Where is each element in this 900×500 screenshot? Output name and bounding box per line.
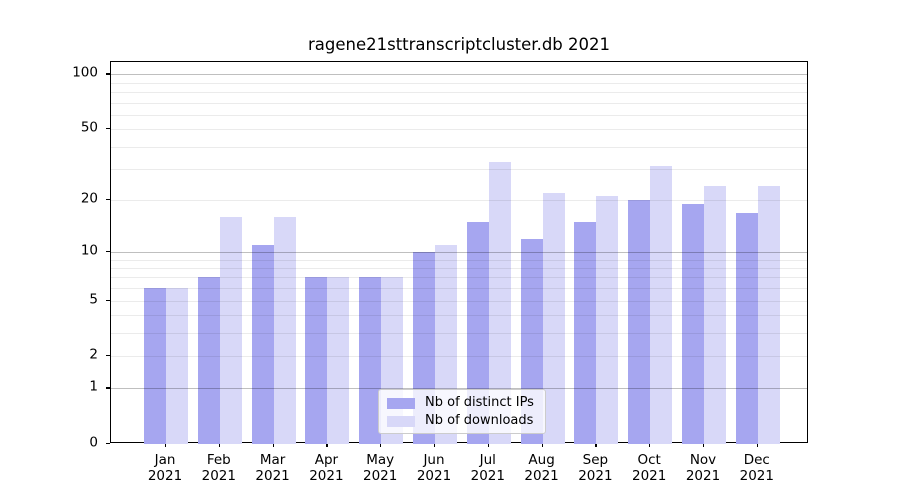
x-tick-mark-nov: [703, 443, 705, 447]
gridline-minor-8: [111, 268, 807, 270]
x-tick-label-feb: Feb 2021: [201, 452, 236, 484]
x-tick-label-jun: Jun 2021: [416, 452, 452, 484]
x-tick-mark-jan: [165, 443, 167, 447]
y-tick-mark-20: [106, 199, 110, 201]
plot-area: [110, 61, 808, 444]
y-tick-label-2: 2: [89, 346, 98, 363]
bar-sep-distinct-ips: [574, 221, 597, 444]
x-tick-mark-aug: [541, 443, 543, 447]
x-tick-mark-sep: [595, 443, 597, 447]
y-tick-label-1: 1: [89, 378, 98, 395]
legend-item-distinct-ips: Nb of distinct IPs: [387, 395, 537, 411]
gridline-major-10: [111, 251, 807, 253]
legend: Nb of distinct IPs Nb of downloads: [378, 389, 546, 434]
x-tick-label-oct: Oct 2021: [632, 452, 667, 484]
gridline-minor-5: [111, 300, 807, 302]
bar-apr-downloads: [327, 277, 350, 444]
y-axis: 0 1 2 5 10 20 50 100: [0, 61, 110, 449]
y-tick-label-5: 5: [89, 290, 98, 307]
x-tick-label-mar: Mar 2021: [255, 452, 290, 484]
chart-title: ragene21sttranscriptcluster.db 2021: [307, 35, 611, 54]
legend-label-downloads: Nb of downloads: [425, 413, 534, 428]
bar-oct-distinct-ips: [628, 200, 651, 444]
gridline-major-1: [111, 388, 807, 390]
gridline-minor-3: [111, 332, 807, 334]
gridline-major-100: [111, 74, 807, 76]
y-tick-label-0: 0: [89, 434, 98, 451]
y-tick-label-10: 10: [80, 242, 98, 259]
gridline-minor-90: [111, 82, 807, 84]
x-tick-mark-jun: [434, 443, 436, 447]
bar-mar-distinct-ips: [251, 245, 274, 444]
y-tick-mark-100: [106, 73, 110, 75]
gridline-minor-30: [111, 169, 807, 171]
bar-dec-distinct-ips: [735, 212, 758, 444]
x-tick-mark-may: [380, 443, 382, 447]
x-tick-mark-dec: [756, 443, 758, 447]
x-tick-label-nov: Nov 2021: [685, 452, 721, 484]
legend-swatch-distinct-ips-icon: [387, 397, 415, 409]
x-axis: Jan 2021 Feb 2021 Mar 2021 Apr 2021 May 2021 Jun 20…: [110, 443, 808, 493]
y-tick-mark-50: [106, 128, 110, 130]
gridline-minor-20: [111, 200, 807, 202]
bar-mar-downloads: [273, 217, 296, 444]
bar-nov-downloads: [704, 186, 726, 444]
bar-jan-downloads: [166, 288, 188, 444]
bar-jul-distinct-ips: [466, 221, 489, 444]
y-tick-mark-1: [106, 387, 110, 389]
y-tick-label-100: 100: [72, 64, 98, 81]
x-tick-label-sep: Sep 2021: [578, 452, 613, 484]
x-tick-mark-apr: [326, 443, 328, 447]
y-tick-mark-5: [106, 299, 110, 301]
y-tick-label-50: 50: [80, 119, 98, 136]
bar-sep-downloads: [596, 196, 619, 444]
gridline-minor-40: [111, 146, 807, 148]
y-tick-mark-2: [106, 355, 110, 357]
x-tick-label-may: May 2021: [363, 452, 398, 484]
bar-apr-distinct-ips: [305, 277, 328, 444]
x-tick-label-apr: Apr 2021: [309, 452, 344, 484]
legend-swatch-downloads-icon: [387, 415, 415, 427]
bar-jan-distinct-ips: [144, 288, 166, 444]
gridline-minor-70: [111, 102, 807, 104]
bar-oct-downloads: [650, 166, 673, 444]
gridline-minor-9: [111, 259, 807, 261]
x-tick-label-jan: Jan 2021: [147, 452, 183, 484]
y-tick-mark-10: [106, 250, 110, 253]
gridline-minor-80: [111, 92, 807, 94]
gridline-minor-50: [111, 129, 807, 131]
gridline-minor-60: [111, 114, 807, 116]
x-tick-mark-feb: [218, 443, 220, 447]
y-tick-label-20: 20: [80, 190, 98, 207]
y-tick-mark-0: [106, 443, 110, 445]
bar-feb-downloads: [219, 217, 242, 444]
x-tick-label-jul: Jul 2021: [470, 452, 505, 484]
gridline-minor-4: [111, 315, 807, 317]
legend-label-distinct-ips: Nb of distinct IPs: [425, 395, 534, 410]
gridline-minor-6: [111, 288, 807, 290]
gridline-minor-2: [111, 356, 807, 358]
x-tick-mark-mar: [272, 443, 274, 447]
bar-jul-downloads: [488, 161, 511, 444]
bar-aug-downloads: [542, 192, 565, 444]
x-tick-label-dec: Dec 2021: [739, 452, 774, 484]
x-tick-label-aug: Aug 2021: [524, 452, 559, 484]
legend-item-downloads: Nb of downloads: [387, 413, 537, 429]
x-tick-mark-oct: [649, 443, 651, 447]
x-tick-mark-jul: [487, 443, 489, 447]
bar-dec-downloads: [757, 186, 780, 444]
bar-may-distinct-ips: [359, 277, 382, 444]
bar-feb-distinct-ips: [197, 277, 220, 444]
gridline-minor-7: [111, 277, 807, 279]
bar-nov-distinct-ips: [682, 204, 704, 444]
